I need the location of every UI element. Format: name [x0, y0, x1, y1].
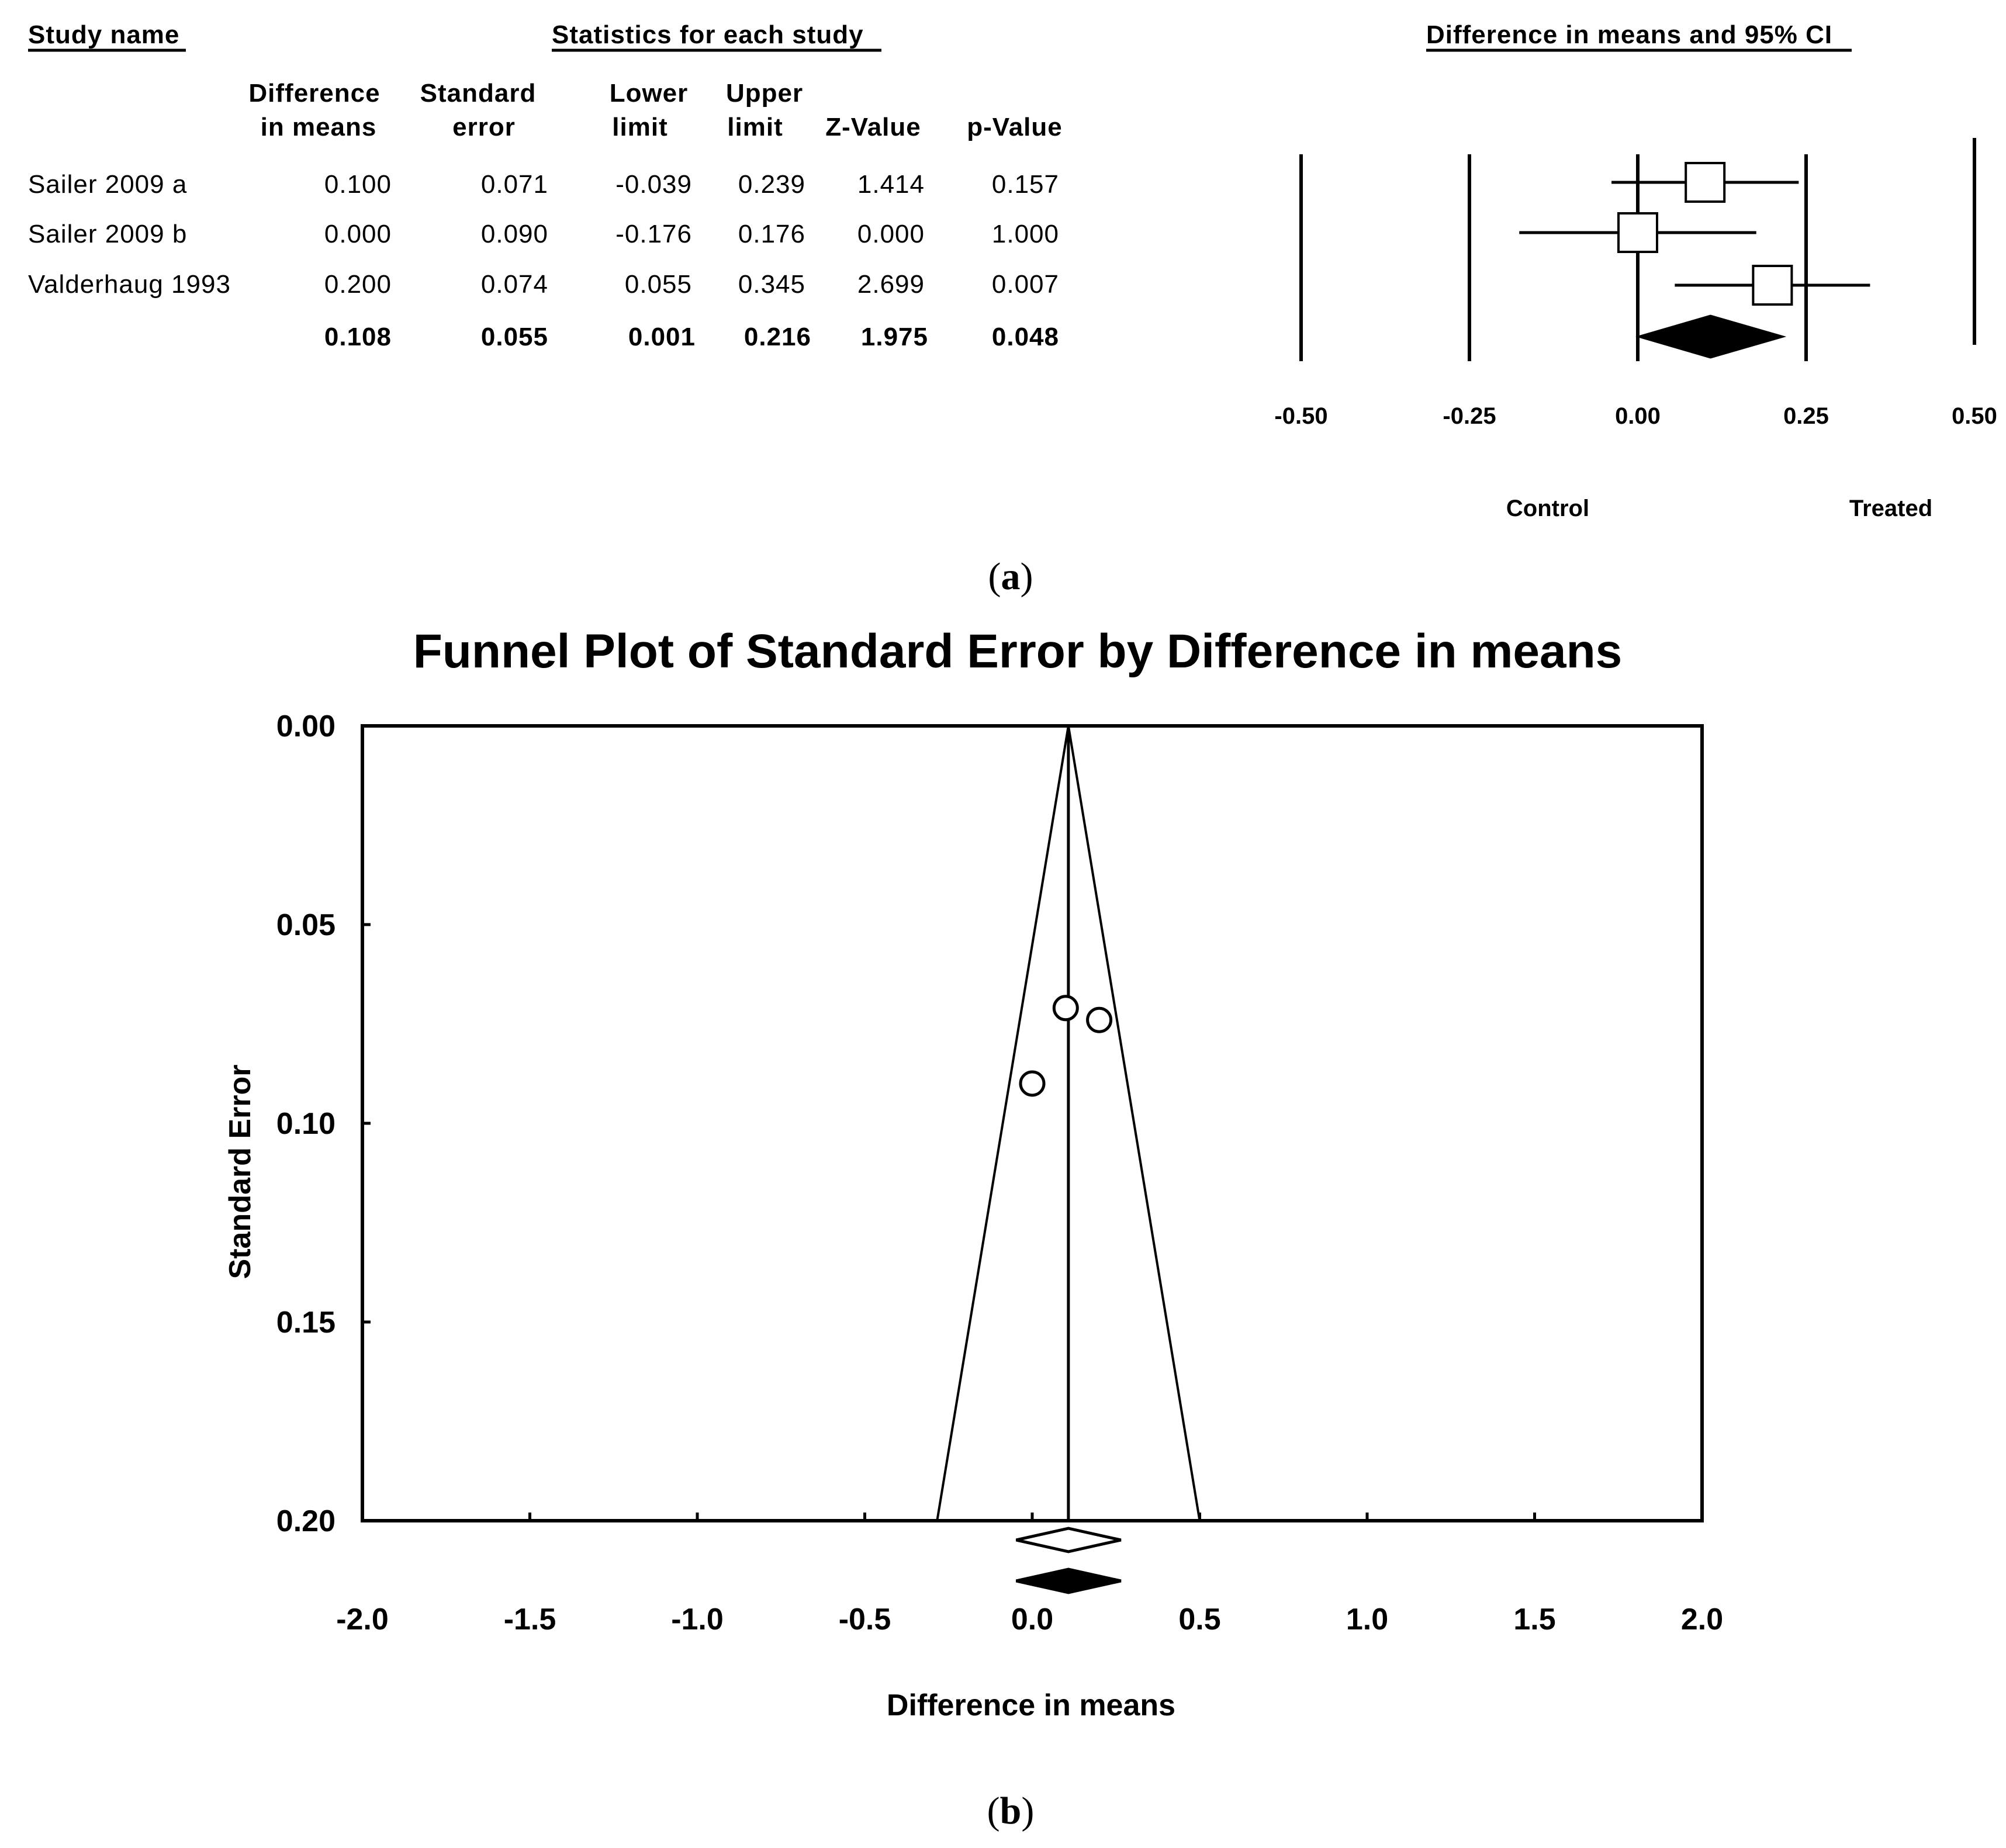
- col-header-lower-line1: Lower: [610, 79, 689, 108]
- forest-tick-label: 0.00: [1615, 403, 1661, 429]
- funnel-y-tick-label: 0.00: [276, 710, 336, 743]
- summary-cell: 0.055: [481, 323, 548, 351]
- row-cell: 0.000: [324, 220, 392, 248]
- funnel-y-tick-label: 0.20: [276, 1504, 336, 1538]
- header-study-name: Study name: [28, 20, 179, 49]
- row-cell: 1.414: [857, 170, 925, 199]
- funnel-summary-diamond-filled: [1016, 1567, 1122, 1594]
- row-study-name: Sailer 2009 a: [28, 170, 187, 199]
- row-cell: 0.239: [738, 170, 805, 199]
- funnel-right-boundary: [1067, 725, 1201, 1521]
- funnel-x-tick-label: -0.5: [839, 1603, 891, 1636]
- panel-b-funnel-plot: Funnel Plot of Standard Error by Differe…: [223, 625, 1723, 1832]
- funnel-x-axis-label: Difference in means: [887, 1688, 1175, 1722]
- panel-a-forest-table: Study name Statistics for each study Dif…: [28, 20, 1997, 598]
- col-header-p-line2: p-Value: [967, 113, 1063, 141]
- col-header-se-line2: error: [452, 113, 516, 141]
- row-cell: -0.176: [615, 220, 692, 248]
- row-cell: 0.100: [324, 170, 392, 199]
- row-cell: 0.074: [481, 270, 548, 299]
- funnel-y-axis-label: Standard Error: [223, 1065, 257, 1279]
- row-cell: 0.157: [992, 170, 1059, 199]
- panel-a-label: (a): [988, 555, 1033, 598]
- forest-plot: -0.50 -0.25 0.00 0.25 0.50: [1274, 138, 1997, 429]
- table-row: Sailer 2009 a 0.100 0.071 -0.039 0.239 1…: [28, 170, 1059, 199]
- col-header-lower-line2: limit: [612, 113, 667, 141]
- row-study-name: Valderhaug 1993: [28, 270, 231, 299]
- forest-tick-label: -0.50: [1274, 403, 1327, 429]
- funnel-plot-frame: [361, 724, 1704, 1522]
- funnel-y-tick-label: 0.05: [276, 908, 336, 942]
- funnel-plot-area: -2.0 -1.5 -1.0 -0.5 0.0 0.5 1.0 1.5 2.0 0.00 0.05 0…: [276, 710, 1723, 1636]
- summary-cell: 0.048: [992, 323, 1059, 351]
- forest-left-label: Control: [1506, 496, 1589, 521]
- panel-b-label: (b): [987, 1790, 1035, 1832]
- row-cell: 0.200: [324, 270, 392, 299]
- summary-cell: 0.001: [628, 323, 696, 351]
- funnel-study-point: [1052, 995, 1079, 1022]
- header-ci: Difference in means and 95% CI: [1426, 20, 1832, 49]
- col-header-upper-line2: limit: [727, 113, 783, 141]
- row-cell: 0.176: [738, 220, 805, 248]
- row-cell: 1.000: [992, 220, 1059, 248]
- forest-right-label: Treated: [1849, 496, 1932, 521]
- column-headers: Difference in means Standard error Lower…: [248, 79, 1063, 141]
- funnel-x-tick-label: 0.0: [1011, 1603, 1053, 1636]
- forest-effect-marker: [1685, 162, 1726, 203]
- funnel-x-tick-label: 1.5: [1513, 1603, 1555, 1636]
- table-row: Sailer 2009 b 0.000 0.090 -0.176 0.176 0…: [28, 220, 1059, 248]
- funnel-x-tick-label: 0.5: [1178, 1603, 1220, 1636]
- funnel-left-boundary: [936, 725, 1070, 1521]
- col-header-upper-line1: Upper: [726, 79, 803, 108]
- funnel-summary-diamond-open: [1016, 1527, 1122, 1553]
- row-cell: 0.007: [992, 270, 1059, 299]
- funnel-x-tick-label: -1.5: [504, 1603, 556, 1636]
- summary-cell: 0.108: [324, 323, 392, 351]
- summary-cell: 0.216: [744, 323, 811, 351]
- col-header-diff-line2: in means: [261, 113, 377, 141]
- col-header-z-line2: Z-Value: [825, 113, 921, 141]
- header-statistics: Statistics for each study: [552, 20, 864, 49]
- col-header-diff-line1: Difference: [248, 79, 380, 108]
- row-cell: 0.345: [738, 270, 805, 299]
- forest-effect-marker: [1617, 212, 1658, 253]
- funnel-x-tick-label: -2.0: [336, 1603, 389, 1636]
- forest-tick-label: 0.50: [1952, 403, 1997, 429]
- funnel-y-tick-label: 0.15: [276, 1306, 336, 1340]
- summary-row: 0.108 0.055 0.001 0.216 1.975 0.048: [324, 323, 1059, 351]
- row-cell: 0.055: [625, 270, 692, 299]
- forest-summary-diamond: [1635, 314, 1787, 359]
- funnel-study-point: [1086, 1006, 1113, 1033]
- row-cell: 0.000: [857, 220, 925, 248]
- table-row: Valderhaug 1993 0.200 0.074 0.055 0.345 …: [28, 270, 1059, 299]
- funnel-title: Funnel Plot of Standard Error by Differe…: [413, 625, 1623, 678]
- forest-effect-marker: [1752, 265, 1793, 306]
- row-cell: -0.039: [615, 170, 692, 199]
- row-cell: 0.071: [481, 170, 548, 199]
- col-header-se-line1: Standard: [420, 79, 537, 108]
- funnel-x-tick-label: 2.0: [1681, 1603, 1723, 1636]
- row-cell: 0.090: [481, 220, 548, 248]
- funnel-y-tick-label: 0.10: [276, 1107, 336, 1141]
- forest-tick-label: 0.25: [1783, 403, 1829, 429]
- forest-tick-label: -0.25: [1443, 403, 1496, 429]
- row-cell: 2.699: [857, 270, 925, 299]
- funnel-study-point: [1019, 1070, 1046, 1097]
- study-rows: Sailer 2009 a 0.100 0.071 -0.039 0.239 1…: [28, 170, 1059, 351]
- funnel-x-tick-label: -1.0: [671, 1603, 724, 1636]
- funnel-x-tick-label: 1.0: [1346, 1603, 1388, 1636]
- summary-cell: 1.975: [861, 323, 928, 351]
- row-study-name: Sailer 2009 b: [28, 220, 187, 248]
